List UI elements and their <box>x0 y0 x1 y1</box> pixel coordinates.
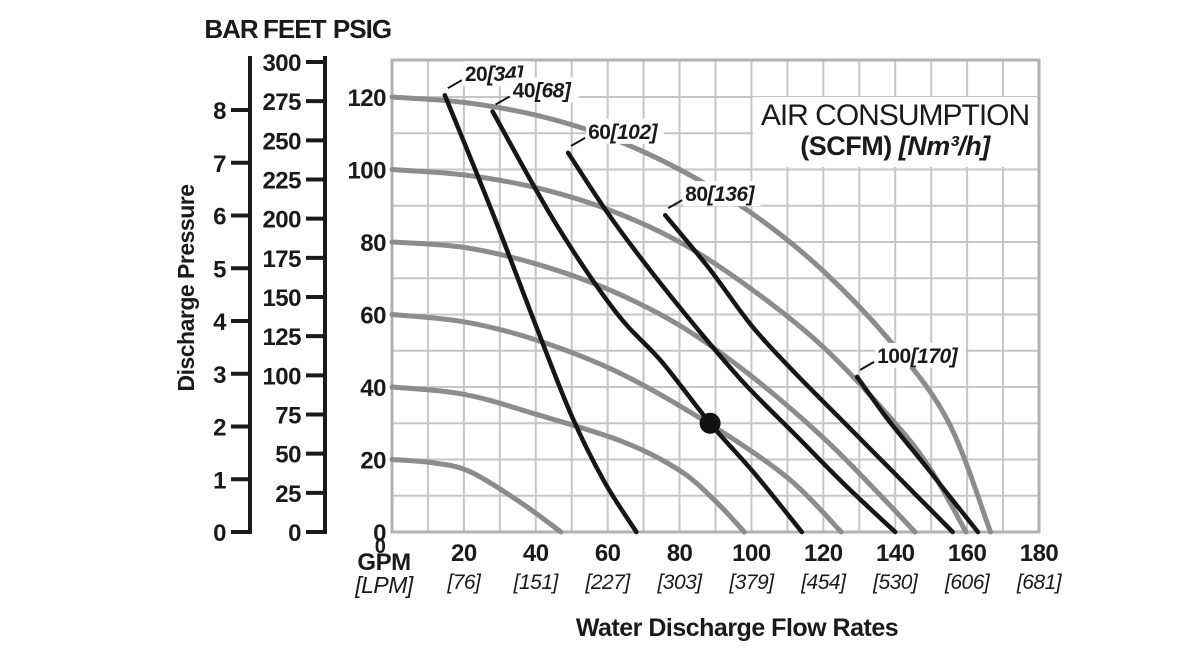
psig-scale-header: PSIG <box>332 14 392 44</box>
x-tick-label-180: 180 <box>1020 540 1059 567</box>
x-tick-label-lpm-120: [454] <box>800 571 847 594</box>
bar-tick-label-6: 6 <box>213 204 226 231</box>
x-tick-label-lpm-20: [76] <box>446 571 482 594</box>
feet-tick-label-75: 75 <box>275 403 301 430</box>
feet-tick-label-125: 125 <box>262 324 301 351</box>
feet-tick-label-25: 25 <box>275 481 301 508</box>
x-tick-label-100: 100 <box>732 540 771 567</box>
feet-tick-label-275: 275 <box>262 89 301 116</box>
air-curve-label-80: 80[136] <box>685 183 755 206</box>
air-curve-80-scfm <box>662 212 955 535</box>
air-curve-label-bg-40 <box>510 77 579 103</box>
x-unit-gpm: GPM <box>357 549 410 576</box>
air-curve-label-leader-20 <box>447 79 463 90</box>
x-tick-label-140: 140 <box>876 540 915 567</box>
feet-tick-label-200: 200 <box>262 207 301 234</box>
pump-curve-20-psig <box>389 457 564 535</box>
x-tick-label-lpm-140: [530] <box>872 571 919 594</box>
feet-tick-label-175: 175 <box>262 246 301 273</box>
air-curve-label-leader-40 <box>495 95 511 106</box>
feet-tick-label-0: 0 <box>288 520 301 547</box>
bar-tick-label-7: 7 <box>213 151 226 178</box>
feet-tick-label-150: 150 <box>262 285 301 312</box>
air-curve-label-bg-60 <box>586 118 664 144</box>
bar-tick-label-5: 5 <box>213 256 226 283</box>
chart-title-nm3h: [Nm³/h] <box>898 131 990 161</box>
x-tick-label-60: 60 <box>595 540 621 567</box>
x-tick-label-160: 160 <box>948 540 987 567</box>
feet-tick-label-225: 225 <box>262 168 301 195</box>
x-axis-title: Water Discharge Flow Rates <box>575 614 899 642</box>
psig-tick-label-20: 20 <box>360 448 386 475</box>
x-tick-label-lpm-160: [606] <box>944 571 991 594</box>
pump-curve-60-psig <box>389 312 844 535</box>
air-curve-20-scfm <box>442 92 639 535</box>
bar-tick-label-4: 4 <box>213 309 227 336</box>
chart-title-scfm: (SCFM) <box>800 131 892 161</box>
air-curve-label-bg-80 <box>683 181 761 207</box>
psig-tick-label-100: 100 <box>347 158 386 185</box>
chart-title-box: AIR CONSUMPTION (SCFM) [Nm³/h] <box>753 97 1037 167</box>
pump-curve-100-psig <box>389 167 969 535</box>
air-curve-100-scfm <box>854 374 981 535</box>
air-curve-label-bg-100 <box>875 342 966 368</box>
air-curve-label-leader-100 <box>859 360 875 371</box>
x-tick-label-40: 40 <box>523 540 549 567</box>
bar-tick-label-3: 3 <box>213 362 226 389</box>
air-curve-label-leader-60 <box>570 136 586 147</box>
feet-tick-label-100: 100 <box>262 363 301 390</box>
bar-tick-label-0: 0 <box>213 520 226 547</box>
psig-tick-label-40: 40 <box>360 375 386 402</box>
bar-tick-label-8: 8 <box>213 98 226 125</box>
feet-tick-label-250: 250 <box>262 128 301 155</box>
bar-tick-label-1: 1 <box>213 467 226 494</box>
feet-scale-header: FEET <box>263 14 326 44</box>
air-curve-40-scfm <box>490 109 805 535</box>
psig-tick-label-120: 120 <box>347 85 386 112</box>
x-tick-label-20: 20 <box>451 540 477 567</box>
chart-title-line1: AIR CONSUMPTION <box>760 99 1030 132</box>
air-curve-label-100: 100[170] <box>877 345 959 368</box>
feet-tick-label-50: 50 <box>275 442 301 469</box>
x-tick-label-lpm-40: [151] <box>513 571 560 594</box>
pump-curve-40-psig <box>389 384 747 535</box>
bar-scale-header: BAR <box>204 14 258 44</box>
x-tick-label-120: 120 <box>804 540 843 567</box>
bar-tick-label-2: 2 <box>213 415 226 442</box>
x-tick-label-lpm-100: [379] <box>728 571 775 594</box>
operating-point-dot <box>699 412 721 434</box>
x-tick-label-lpm-180: [681] <box>1016 571 1063 594</box>
x-tick-label-lpm-60: [227] <box>585 571 632 594</box>
air-curve-label-40: 40[68] <box>513 80 572 103</box>
air-curve-60-scfm <box>565 150 898 535</box>
psig-tick-label-60: 60 <box>360 303 386 330</box>
air-curve-label-60: 60[102] <box>588 121 658 144</box>
chart-title-line2: (SCFM) [Nm³/h] <box>753 131 1037 162</box>
plot-border <box>390 58 1041 534</box>
psig-tick-label-80: 80 <box>360 230 386 257</box>
x-tick-label-0: 0 <box>375 536 386 558</box>
air-curve-label-leader-80 <box>667 199 683 210</box>
feet-tick-label-300: 300 <box>262 50 301 77</box>
x-tick-label-80: 80 <box>667 540 693 567</box>
x-unit-lpm: [LPM] <box>354 572 414 598</box>
psig-tick-label-0: 0 <box>373 520 386 547</box>
x-tick-label-lpm-80: [303] <box>656 571 703 594</box>
pump-curve-80-psig <box>389 239 918 535</box>
